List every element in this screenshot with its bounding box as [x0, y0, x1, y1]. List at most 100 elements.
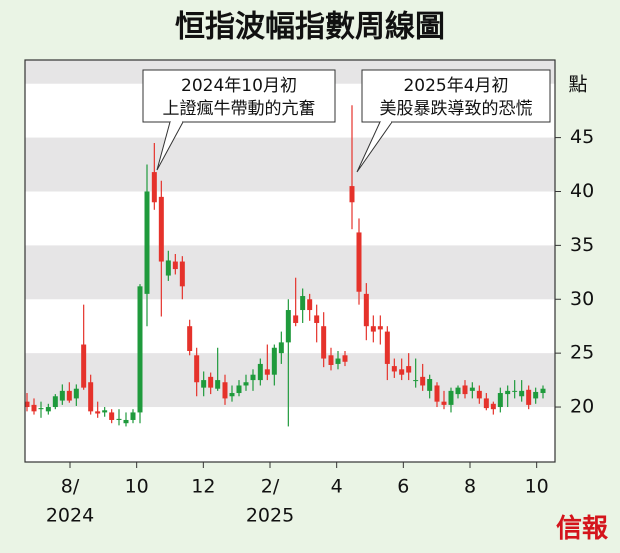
- candle-body: [264, 369, 270, 375]
- candle-body: [526, 389, 532, 405]
- annotation-text: 2024年10月初: [181, 76, 297, 96]
- candle-body: [257, 363, 263, 381]
- grid-band: [25, 137, 555, 192]
- candle-body: [377, 326, 383, 330]
- plot-frame: [24, 59, 556, 463]
- candle-body: [31, 404, 37, 412]
- x-tick-label: 10: [525, 476, 549, 498]
- candle-body: [95, 411, 101, 414]
- annotation: 2024年10月初 上證瘋牛帶動的亢奮: [142, 69, 336, 171]
- candle-body: [45, 407, 51, 412]
- chart-title: 恒指波幅指數周線圖: [175, 10, 445, 45]
- candle-body: [250, 374, 256, 381]
- candle-body: [363, 293, 369, 327]
- candle-body: [229, 393, 235, 397]
- candle-body: [24, 401, 30, 408]
- candle-body: [540, 388, 546, 394]
- x-tick-label: 4: [331, 476, 343, 498]
- candle-body: [130, 412, 136, 420]
- candle-body: [455, 387, 461, 395]
- annotation-text: 2025年4月初: [403, 76, 508, 96]
- candle-body: [321, 326, 327, 359]
- candle-body: [109, 412, 115, 420]
- candle-body: [116, 418, 122, 420]
- candle-body: [144, 191, 150, 294]
- candle-body: [102, 410, 108, 413]
- candle-body: [165, 260, 171, 276]
- candle-body: [356, 232, 362, 292]
- candle-body: [271, 347, 277, 375]
- candle-body: [462, 385, 468, 395]
- x-tick-label: 2/: [261, 476, 280, 498]
- candle-body: [285, 310, 291, 343]
- candle-body: [427, 379, 433, 391]
- candle-body: [505, 390, 511, 395]
- candle-body: [399, 369, 405, 375]
- candle-body: [201, 380, 207, 388]
- y-tick-label: 20: [570, 396, 594, 418]
- candle-body: [194, 355, 200, 383]
- candle-body: [81, 344, 87, 388]
- candle-body: [88, 382, 94, 412]
- candle-body: [243, 382, 249, 386]
- annotation-pointer: [356, 121, 393, 173]
- candle-body: [172, 261, 178, 270]
- x-tick-label: 6: [397, 476, 409, 498]
- grid-band: [25, 245, 555, 300]
- candle-body: [384, 331, 390, 364]
- candle-body: [236, 385, 242, 394]
- candle-body: [66, 390, 72, 401]
- y-tick-label: 45: [570, 126, 594, 148]
- candle-body: [434, 385, 440, 402]
- annotation-box: [361, 69, 551, 123]
- candle-body: [307, 299, 313, 311]
- candle-body: [533, 391, 539, 399]
- candle-body: [476, 390, 482, 399]
- candle-body: [38, 408, 44, 410]
- candle-body: [448, 390, 454, 405]
- candle-body: [469, 387, 475, 391]
- candle-body: [73, 388, 79, 399]
- candle-body: [300, 296, 306, 311]
- candle-body: [328, 355, 334, 366]
- source-logo: 信報: [556, 514, 609, 544]
- candle-body: [406, 366, 412, 373]
- candle-body: [59, 390, 65, 401]
- annotation-text: 上證瘋牛帶動的亢奮: [163, 99, 316, 119]
- candle-body: [187, 326, 193, 351]
- y-tick-label: 40: [570, 180, 594, 202]
- candle-body: [490, 403, 496, 410]
- candle-body: [222, 382, 228, 399]
- x-tick-label: 8: [464, 476, 476, 498]
- candle-body: [483, 398, 489, 409]
- candle-body: [179, 261, 185, 287]
- candle-body: [151, 172, 157, 203]
- candle-body: [52, 396, 58, 408]
- candle-body: [314, 315, 320, 323]
- candle-body: [278, 342, 284, 354]
- annotation-text: 美股暴跌導致的恐慌: [380, 99, 533, 119]
- candle-body: [370, 326, 376, 332]
- y-tick-label: 30: [570, 288, 594, 310]
- candle-body: [512, 390, 518, 392]
- annotation: 2025年4月初 美股暴跌導致的恐慌: [356, 69, 551, 173]
- x-tick-label: 8/: [61, 476, 80, 498]
- candle-body: [123, 419, 129, 424]
- candle-body: [420, 376, 426, 386]
- candle-body: [342, 355, 348, 362]
- candle-body: [497, 393, 503, 408]
- y-axis-label: 點: [568, 74, 587, 96]
- annotation-pointer: [156, 121, 184, 171]
- candle-body: [391, 366, 397, 372]
- x-year-label: 2024: [46, 505, 94, 527]
- candle-body: [293, 315, 299, 323]
- x-tick-label: 10: [125, 476, 149, 498]
- y-tick-label: 35: [570, 234, 594, 256]
- x-tick-label: 12: [191, 476, 215, 498]
- candle-body: [158, 196, 164, 262]
- x-year-label: 2025: [246, 505, 294, 527]
- candle-body: [137, 286, 143, 413]
- candle-body: [441, 401, 447, 405]
- candle-body: [335, 358, 341, 364]
